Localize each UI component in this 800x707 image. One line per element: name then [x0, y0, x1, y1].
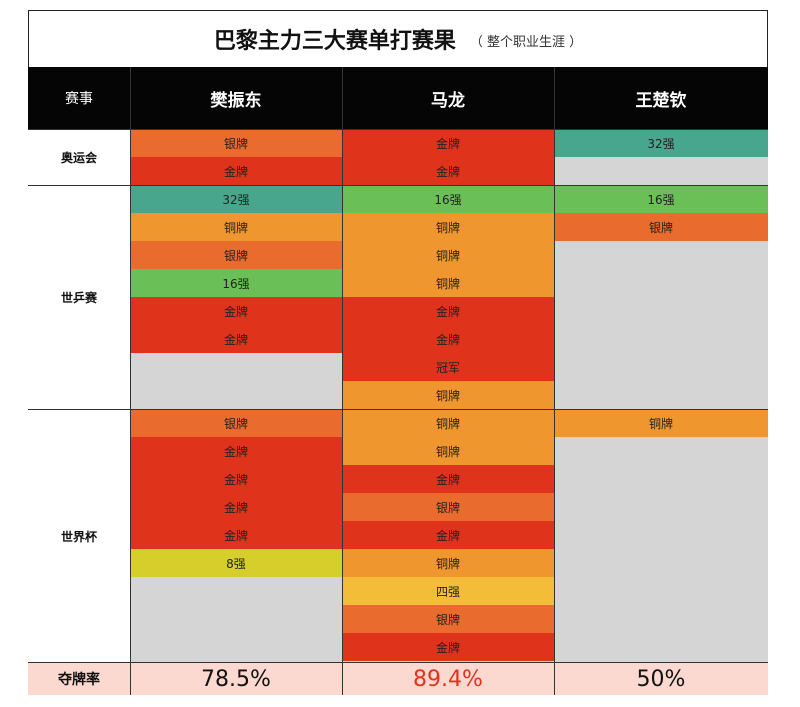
result-cell: 金牌 [130, 521, 342, 549]
result-cell: 四强 [342, 577, 554, 605]
result-cell: 银牌 [130, 129, 342, 157]
result-cell: 铜牌 [342, 381, 554, 409]
result-cell: 冠军 [342, 353, 554, 381]
result-cell: 金牌 [342, 129, 554, 157]
result-cell: 铜牌 [342, 241, 554, 269]
row-divider-3 [28, 409, 768, 410]
result-cell: 金牌 [342, 325, 554, 353]
result-cell: 金牌 [342, 157, 554, 185]
empty-filler [554, 409, 768, 662]
result-cell: 银牌 [342, 605, 554, 633]
result-cell: 铜牌 [342, 549, 554, 577]
table-header: 赛事 樊振东 马龙 王楚钦 [28, 67, 768, 129]
page-title: 巴黎主力三大赛单打赛果 （ 整个职业生涯 ） [28, 10, 768, 67]
event-label-3: 世界杯 [28, 409, 130, 662]
result-cell: 铜牌 [342, 437, 554, 465]
result-cell: 金牌 [130, 465, 342, 493]
column-divider-3 [554, 67, 555, 695]
result-cell: 16强 [130, 269, 342, 297]
result-cell: 铜牌 [130, 213, 342, 241]
medal-rate-label: 夺牌率 [58, 672, 100, 688]
row-divider-2 [28, 185, 768, 186]
result-cell: 银牌 [130, 241, 342, 269]
row-divider-1 [28, 129, 768, 130]
header-event: 赛事 [65, 91, 93, 107]
result-cell: 金牌 [342, 521, 554, 549]
header-player-2: 马龙 [431, 90, 465, 111]
title-main: 巴黎主力三大赛单打赛果 [213, 28, 456, 54]
header-player-3: 王楚钦 [635, 90, 687, 111]
result-cell: 金牌 [130, 297, 342, 325]
result-cell: 金牌 [130, 325, 342, 353]
result-cell: 金牌 [342, 297, 554, 325]
result-cell: 金牌 [342, 465, 554, 493]
column-divider-2 [342, 67, 343, 695]
result-cell: 铜牌 [342, 409, 554, 437]
result-cell: 32强 [554, 129, 768, 157]
result-cell: 金牌 [130, 437, 342, 465]
header-player-1: 樊振东 [210, 90, 262, 111]
medal-rate-player-3: 50% [636, 666, 686, 692]
medal-rate-player-2: 89.4% [413, 666, 483, 692]
result-cell: 银牌 [130, 409, 342, 437]
event-label-2: 世乒赛 [28, 185, 130, 409]
result-cell: 16强 [342, 185, 554, 213]
result-cell: 银牌 [554, 213, 768, 241]
result-cell: 铜牌 [554, 409, 768, 437]
result-cell: 32强 [130, 185, 342, 213]
medal-rate-row: 夺牌率 78.5% 89.4% 50% [28, 662, 768, 695]
result-cell: 铜牌 [342, 269, 554, 297]
column-divider-1 [130, 67, 131, 695]
row-divider-4 [28, 662, 768, 663]
result-cell: 16强 [554, 185, 768, 213]
result-cell: 金牌 [130, 157, 342, 185]
result-cell: 铜牌 [342, 213, 554, 241]
title-subtitle: （ 整个职业生涯 ） [469, 35, 583, 50]
medal-rate-player-1: 78.5% [201, 666, 271, 692]
result-cell: 8强 [130, 549, 342, 577]
result-cell: 金牌 [130, 493, 342, 521]
result-cell: 银牌 [342, 493, 554, 521]
event-label-1: 奥运会 [28, 129, 130, 185]
result-cell: 金牌 [342, 633, 554, 661]
